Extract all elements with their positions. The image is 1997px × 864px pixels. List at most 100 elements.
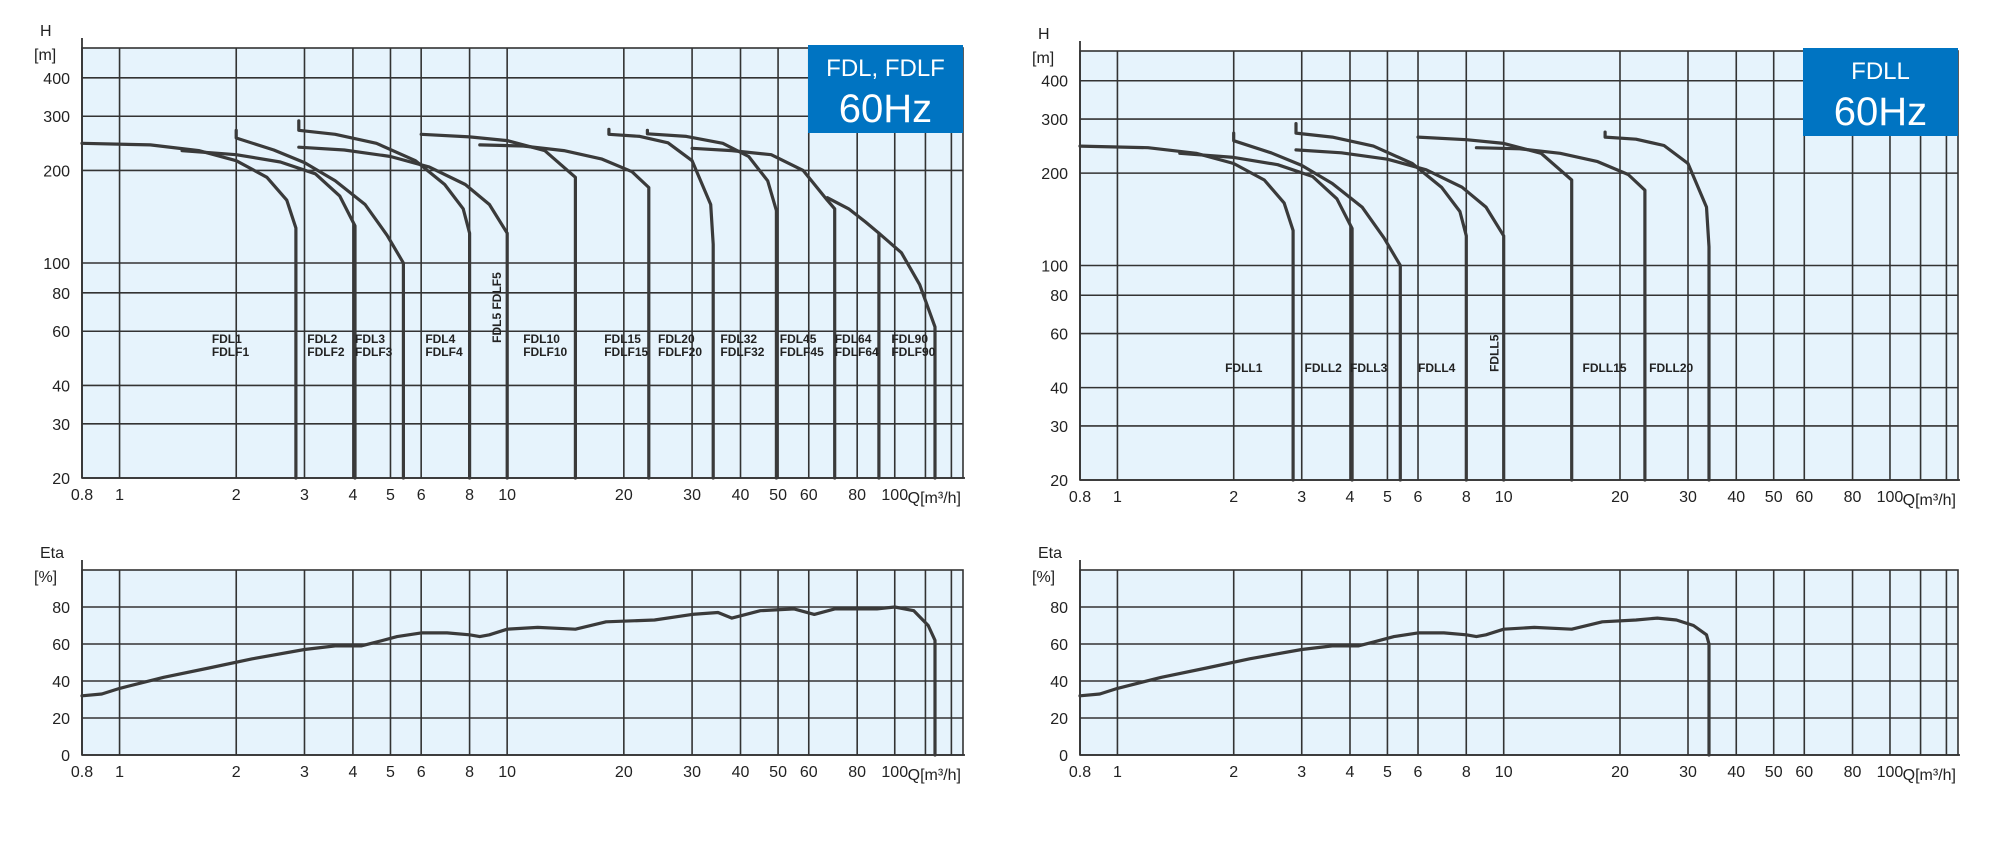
model-label-fdll3: FDLL3	[1350, 361, 1388, 375]
plot-area	[82, 570, 963, 755]
x-tick-4: 4	[348, 487, 357, 504]
model-label-fdl32: FDL32 FDLF32	[720, 332, 764, 359]
model-label-fdl3: FDL3 FDLF3	[355, 332, 393, 359]
model-label-fdl4: FDL4 FDLF4	[425, 332, 463, 359]
y-axis-symbol: H	[1038, 26, 1050, 43]
curve-fdll15	[1474, 146, 1647, 482]
y-tick-40: 40	[1050, 381, 1068, 398]
x-tick-8: 8	[465, 764, 474, 781]
efficiency-curve	[1078, 616, 1711, 757]
model-label-fdll4: FDLL4	[1418, 361, 1456, 375]
x-tick-4: 4	[1346, 489, 1355, 506]
x-tick-2: 2	[232, 764, 241, 781]
badge-title: FDL, FDLF	[826, 55, 945, 82]
x-tick-30: 30	[1679, 764, 1697, 781]
y-axis-symbol: Eta	[40, 545, 64, 562]
x-tick-60: 60	[800, 764, 818, 781]
x-tick-6: 6	[417, 487, 426, 504]
x-tick-60: 60	[1795, 489, 1813, 506]
curve-fdll2	[1178, 151, 1354, 482]
efficiency-curve	[80, 605, 937, 757]
curve-fdll4	[1294, 122, 1468, 482]
curve-fdl45	[690, 146, 837, 480]
y-tick-20: 20	[52, 471, 70, 488]
x-tick-50: 50	[1765, 489, 1783, 506]
efficiency-chart-fdl-fdlf: 0.8 1 2 3 4 5 6 8 10 20 30 40 50 60 80 100 0 20 40 60 80 Eta […	[34, 545, 965, 784]
x-tick-1: 1	[115, 487, 124, 504]
x-tick-6: 6	[1414, 489, 1423, 506]
curve-fdl64	[825, 196, 881, 480]
y-axis-unit: [%]	[34, 569, 57, 586]
badge-frequency: 60Hz	[839, 87, 932, 131]
model-label-fdl45: FDL45 FDLF45	[780, 332, 824, 359]
x-tick-5: 5	[1383, 489, 1392, 506]
badge-frequency: 60Hz	[1834, 90, 1927, 134]
x-tick-10: 10	[1495, 489, 1513, 506]
y-tick-60: 60	[52, 324, 70, 341]
x-tick-40: 40	[732, 764, 750, 781]
x-tick-80: 80	[1844, 764, 1862, 781]
y-tick-60: 60	[1050, 637, 1068, 654]
curve-fdll1	[1078, 144, 1295, 482]
y-axis-unit: [m]	[1032, 50, 1054, 67]
plot-area	[1080, 570, 1958, 755]
y-tick-30: 30	[52, 417, 70, 434]
x-tick-40: 40	[1727, 489, 1745, 506]
y-axis-unit: [m]	[34, 47, 56, 64]
y-axis-unit: [%]	[1032, 569, 1055, 586]
y-tick-80: 80	[52, 600, 70, 617]
x-tick-3: 3	[300, 487, 309, 504]
model-label-fdll2: FDLL2	[1305, 361, 1343, 375]
x-tick-2: 2	[1229, 489, 1238, 506]
x-tick-20: 20	[615, 764, 633, 781]
x-tick-8: 8	[1462, 489, 1471, 506]
curve-fdl2	[180, 149, 357, 480]
y-axis-symbol: Eta	[1038, 545, 1062, 562]
y-tick-60: 60	[1050, 327, 1068, 344]
y-tick-20: 20	[1050, 473, 1068, 490]
x-tick-20: 20	[1611, 489, 1629, 506]
x-tick-1: 1	[115, 764, 124, 781]
x-tick-80: 80	[1844, 489, 1862, 506]
curve-fdl90	[877, 231, 937, 480]
x-tick-3: 3	[300, 764, 309, 781]
y-tick-100: 100	[43, 256, 70, 273]
model-label-fdl10: FDL10 FDLF10	[523, 332, 567, 359]
x-tick-20: 20	[615, 487, 633, 504]
model-label-fdl15: FDL15 FDLF15	[604, 332, 648, 359]
badge-box	[1803, 48, 1958, 136]
x-tick-1: 1	[1113, 489, 1122, 506]
x-tick-8: 8	[1462, 764, 1471, 781]
y-tick-40: 40	[52, 674, 70, 691]
x-tick-8: 8	[465, 487, 474, 504]
x-axis-label: Q[m³/h]	[908, 490, 961, 507]
x-tick-0-8: 0.8	[71, 764, 93, 781]
curve-fdl15	[478, 143, 651, 480]
curve-fdl1	[80, 141, 298, 480]
model-label-fdl20: FDL20 FDLF20	[658, 332, 702, 359]
x-axis-label: Q[m³/h]	[1903, 767, 1956, 784]
y-tick-80: 80	[52, 286, 70, 303]
head-chart-fdl-fdlf: 0.8 1 2 3 4 5 6 8 10 20 30 40 50 60 80 100 20 30 40 60 80 100…	[34, 23, 965, 507]
curve-fdl3	[234, 128, 405, 480]
model-label-fdl64: FDL64 FDLF64	[835, 332, 879, 359]
model-label-fdl90: FDL90 FDLF90	[891, 332, 935, 359]
x-tick-100: 100	[1877, 489, 1904, 506]
x-tick-60: 60	[1795, 764, 1813, 781]
x-tick-5: 5	[386, 487, 395, 504]
x-tick-3: 3	[1297, 489, 1306, 506]
x-tick-4: 4	[1346, 764, 1355, 781]
model-label-fdll15: FDLL15	[1583, 361, 1627, 375]
y-tick-80: 80	[1050, 600, 1068, 617]
x-tick-30: 30	[683, 764, 701, 781]
x-tick-100: 100	[881, 764, 908, 781]
x-tick-50: 50	[769, 764, 787, 781]
x-tick-20: 20	[1611, 764, 1629, 781]
x-tick-30: 30	[683, 487, 701, 504]
badge-box	[808, 45, 963, 133]
x-tick-5: 5	[386, 764, 395, 781]
model-label-fdll5: FDLL5	[1487, 334, 1501, 372]
x-tick-50: 50	[769, 487, 787, 504]
